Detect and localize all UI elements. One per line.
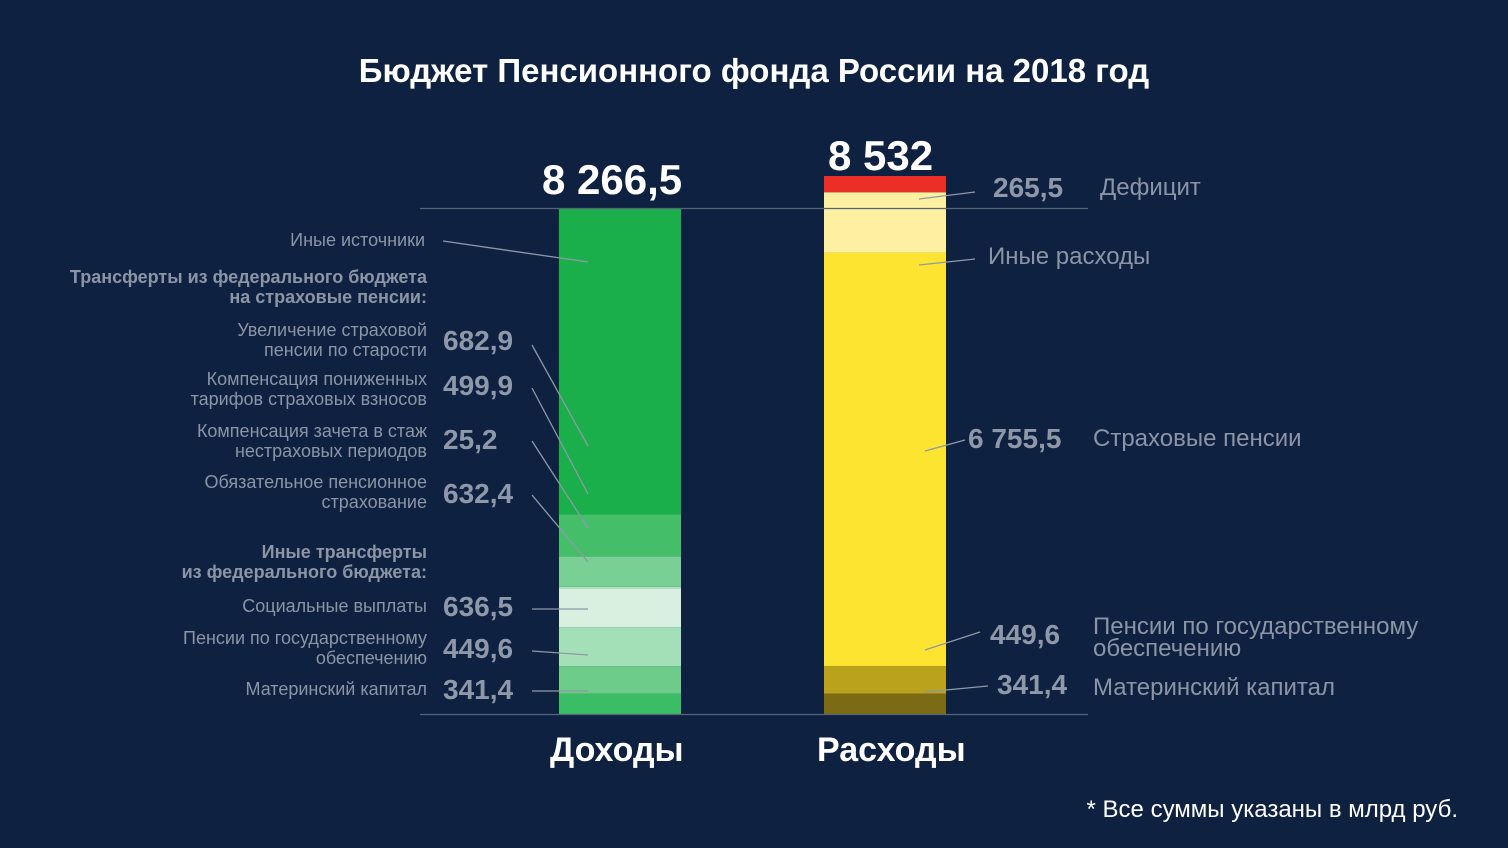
- value-gos-income: 449,6: [443, 633, 514, 664]
- income-segment-7: [559, 208, 681, 515]
- label-gos-expense-line1: Пенсии по государственному: [1093, 613, 1419, 640]
- label-gos-income-line2: обеспечению: [315, 648, 427, 668]
- chart-title: Бюджет Пенсионного фонда России на 2018 …: [358, 52, 1150, 89]
- label-inye-rashody: Иные расходы: [988, 243, 1151, 270]
- label-kompens-stazh-line2: нестраховых периодов: [234, 441, 427, 461]
- leader-inye-istochniki: [442, 240, 589, 263]
- income-segment-6: [559, 514, 681, 557]
- leader-gos-expense: [924, 631, 981, 651]
- label-matkap-expense: Материнский капитал: [1093, 674, 1335, 701]
- label-ops-line2: страхование: [321, 492, 427, 512]
- income-segment-1: [559, 666, 681, 694]
- category-label-expense: Расходы: [817, 731, 966, 769]
- leader-inye-rashody: [918, 258, 976, 266]
- bars-group: [559, 176, 946, 715]
- value-matkap-income: 341,4: [443, 674, 514, 705]
- income-segment-0: [559, 693, 681, 715]
- expense-total: 8 532: [828, 132, 934, 179]
- label-social: Социальные выплаты: [242, 596, 427, 616]
- label-inye-istochniki: Иные источники: [290, 230, 425, 250]
- leader-ops: [531, 494, 589, 563]
- label-uvelichenie-line2: пенсии по старости: [264, 340, 427, 360]
- label-other-transfers-head-line1: Иные трансферты: [261, 542, 427, 562]
- label-gos-income-line1: Пенсии по государственному: [183, 628, 427, 648]
- value-uvelichenie: 682,9: [443, 325, 514, 356]
- expense-segment-2: [824, 252, 946, 667]
- label-gos-expense-line2: обеспечению: [1093, 635, 1242, 662]
- label-strah-pensii: Страховые пенсии: [1093, 425, 1302, 452]
- expense-segment-0: [824, 693, 946, 715]
- value-deficit: 265,5: [993, 172, 1064, 203]
- expense-segment-1: [824, 666, 946, 694]
- value-gos-expense: 449,6: [990, 619, 1061, 650]
- leader-kompens-stazh: [531, 440, 589, 529]
- units-footnote: * Все суммы указаны в млрд руб.: [1086, 796, 1458, 823]
- income-segment-3: [559, 588, 681, 628]
- label-uvelichenie-line1: Увеличение страховой: [237, 320, 427, 340]
- label-kompens-stazh-line1: Компенсация зачета в стаж: [196, 421, 427, 441]
- income-segment-4: [559, 586, 681, 589]
- income-segment-5: [559, 556, 681, 587]
- value-kompens-tarif: 499,9: [443, 370, 514, 401]
- expense-segment-3: [824, 192, 946, 253]
- value-strah-pensii: 6 755,5: [968, 423, 1062, 454]
- label-deficit: Дефицит: [1100, 174, 1201, 201]
- leader-lines: [442, 191, 989, 693]
- value-ops: 632,4: [443, 478, 514, 509]
- value-social: 636,5: [443, 591, 514, 622]
- leader-strah-pensii: [924, 439, 966, 452]
- expense-segment-4: [824, 176, 946, 193]
- label-transfers-head-line2: на страховые пенсии:: [229, 287, 427, 307]
- leader-gos-income: [531, 650, 589, 656]
- leader-kompens-tarif: [531, 387, 589, 495]
- label-kompens-tarif-line2: тарифов страховых взносов: [190, 389, 427, 409]
- income-segment-2: [559, 627, 681, 667]
- income-total: 8 266,5: [542, 156, 683, 203]
- label-transfers-head-line1: Трансферты из федерального бюджета: [69, 267, 427, 287]
- category-label-income: Доходы: [550, 731, 684, 769]
- label-kompens-tarif-line1: Компенсация пониженных: [206, 369, 427, 389]
- leader-deficit: [918, 191, 976, 200]
- label-ops-line1: Обязательное пенсионное: [204, 472, 428, 492]
- label-matkap-income: Материнский капитал: [245, 679, 428, 699]
- value-matkap-expense: 341,4: [997, 669, 1068, 700]
- leader-uvelichenie: [531, 344, 589, 447]
- leader-matkap-expense: [924, 685, 989, 693]
- value-kompens-stazh: 25,2: [443, 424, 498, 455]
- label-other-transfers-head-line2: из федерального бюджета:: [181, 562, 427, 582]
